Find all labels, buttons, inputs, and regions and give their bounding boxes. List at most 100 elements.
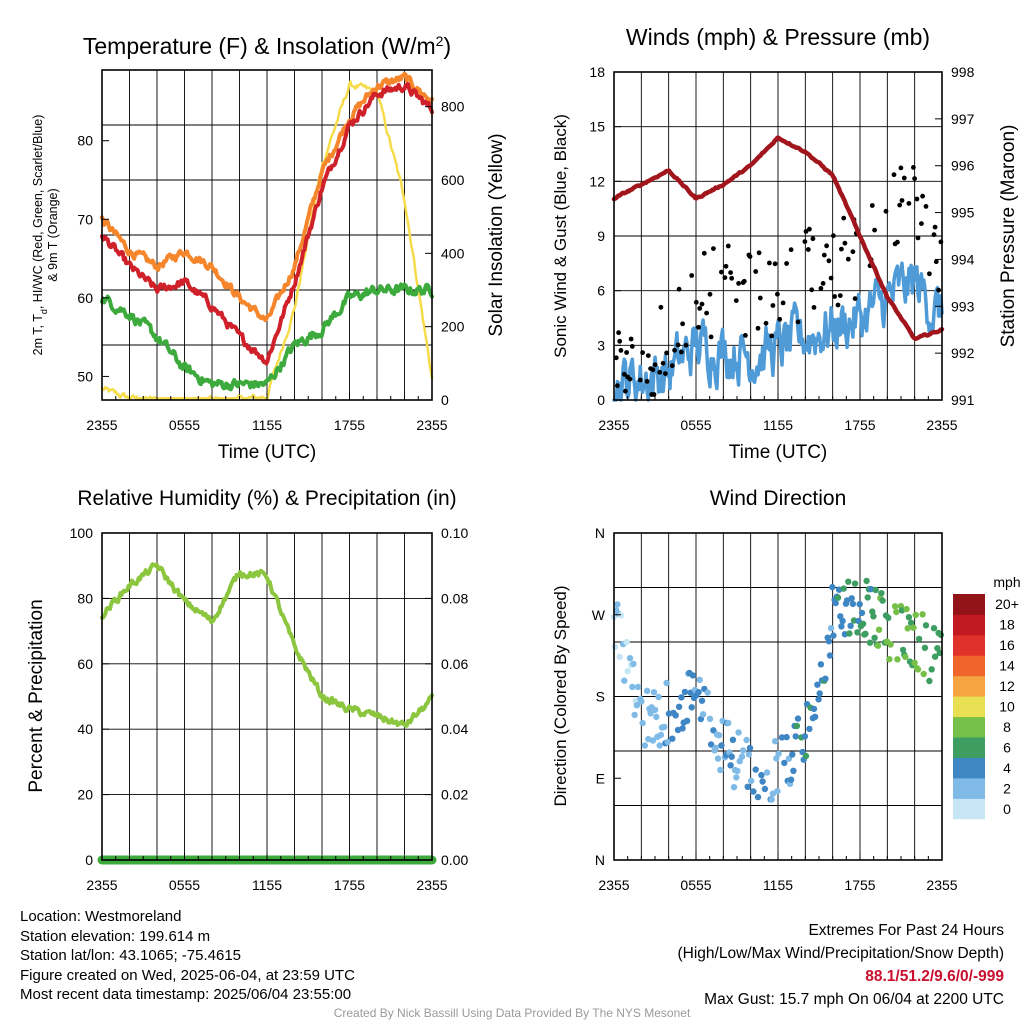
direction-point bbox=[745, 751, 753, 758]
direction-point bbox=[633, 702, 641, 709]
direction-point bbox=[663, 679, 670, 687]
direction-point bbox=[845, 578, 852, 585]
direction-point bbox=[810, 705, 818, 713]
direction-series bbox=[610, 577, 945, 803]
gust-point bbox=[645, 353, 651, 358]
gust-point bbox=[841, 215, 847, 221]
gust-point bbox=[828, 275, 834, 281]
x-tick-label: 2355 bbox=[416, 877, 447, 893]
gust-point bbox=[755, 325, 761, 331]
y-tick-label: 100 bbox=[70, 525, 94, 541]
direction-point bbox=[921, 644, 929, 651]
humidity-ticks: 2355 0555 1155 1755 2355 0 20 40 60 80 100 0.00 0.02… bbox=[70, 525, 469, 893]
temperature-title: Temperature (F) & Insolation (W/m2) bbox=[83, 33, 451, 59]
gust-point bbox=[672, 347, 677, 353]
direction-point bbox=[832, 599, 839, 607]
y-tick-label: S bbox=[596, 689, 605, 705]
gust-point bbox=[618, 348, 624, 353]
gust-point bbox=[725, 243, 731, 249]
y-tick-label: E bbox=[596, 770, 605, 786]
y-tick-label: 0.10 bbox=[441, 525, 468, 541]
direction-point bbox=[887, 641, 894, 648]
station-elevation: Station elevation: 199.614 m bbox=[20, 927, 211, 945]
direction-point bbox=[616, 653, 623, 660]
gust-point bbox=[704, 310, 709, 316]
direction-point bbox=[915, 635, 923, 643]
direction-title: Wind Direction bbox=[710, 487, 847, 510]
y-tick-label: 0.06 bbox=[441, 656, 468, 672]
y-tick-label: 60 bbox=[77, 290, 93, 306]
gust-point bbox=[845, 256, 851, 262]
recent-timestamp: Most recent data timestamp: 2025/06/04 2… bbox=[20, 986, 352, 1003]
gust-point bbox=[835, 302, 841, 308]
gust-point bbox=[837, 293, 843, 298]
direction-point bbox=[689, 672, 697, 679]
direction-point bbox=[838, 623, 845, 630]
winds-ticks: 2355 0555 1155 1755 2355 0 3 6 9 12 15 18 991 992 993 9… bbox=[589, 64, 974, 433]
x-tick-label: 1755 bbox=[844, 877, 875, 893]
direction-point bbox=[928, 666, 935, 673]
direction-point bbox=[816, 690, 823, 697]
direction-point bbox=[847, 622, 854, 629]
gust-point bbox=[936, 287, 941, 293]
extremes-values: 88.1/51.2/9.6/0/-999 bbox=[865, 968, 1004, 985]
humidity-panel: Relative Humidity (%) & Precipitation (i… bbox=[26, 487, 468, 893]
y-tick-label: 18 bbox=[589, 64, 605, 80]
max-gust: Max Gust: 15.7 mph On 06/04 at 2200 UTC bbox=[704, 991, 1004, 1008]
direction-point bbox=[698, 697, 706, 704]
direction-point bbox=[623, 638, 630, 646]
station-location: Location: Westmoreland bbox=[20, 908, 182, 925]
temperature-ylabel-left: 2m T, Td, HI/WC (Red, Green, Scarlet/Blu… bbox=[31, 115, 49, 356]
direction-point bbox=[783, 733, 790, 741]
gust-point bbox=[906, 201, 912, 206]
humidity-ylabel-left: Percent & Precipitation bbox=[26, 599, 47, 792]
gust-point bbox=[644, 379, 650, 384]
y-tick-label: 998 bbox=[951, 64, 975, 80]
y-tick-label: 15 bbox=[589, 119, 605, 135]
y-tick-label: 200 bbox=[441, 319, 465, 335]
direction-point bbox=[874, 642, 882, 649]
direction-point bbox=[730, 784, 738, 791]
gust-point bbox=[795, 319, 801, 325]
y-tick-label: 995 bbox=[951, 205, 975, 221]
gust-point bbox=[839, 246, 844, 252]
direction-point bbox=[811, 713, 819, 720]
direction-point bbox=[739, 747, 747, 754]
direction-point bbox=[664, 738, 671, 746]
gust-point bbox=[770, 303, 776, 308]
direction-point bbox=[825, 638, 833, 645]
gust-point bbox=[729, 275, 735, 281]
y-tick-label: 20 bbox=[77, 787, 93, 803]
gust-point bbox=[821, 252, 827, 258]
colorbar-label: 6 bbox=[1003, 739, 1011, 755]
direction-point bbox=[885, 614, 892, 622]
direction-point bbox=[851, 580, 859, 587]
gust-point bbox=[826, 258, 832, 264]
x-tick-label: 0555 bbox=[680, 417, 711, 433]
direction-panel: Wind Direction 2355 0555 1155 1755 2355 N E S W N… bbox=[551, 487, 1021, 893]
direction-ylabel-left: Direction (Colored By Speed) bbox=[551, 585, 570, 806]
sonic-wind-line bbox=[612, 261, 944, 402]
speed-colorbar: 0 2 4 6 8 10 12 14 16 18 20+ bbox=[953, 594, 1019, 820]
colorbar-label: 8 bbox=[1003, 719, 1011, 735]
direction-point bbox=[802, 752, 810, 760]
direction-point bbox=[734, 767, 741, 775]
gust-point bbox=[901, 175, 907, 181]
x-tick-label: 2355 bbox=[416, 417, 447, 433]
y-tick-label: 0.02 bbox=[441, 787, 468, 803]
temp-2m-line bbox=[100, 82, 434, 366]
gust-point bbox=[810, 236, 816, 242]
direction-point bbox=[926, 677, 933, 685]
y-tick-label: 6 bbox=[597, 283, 605, 299]
direction-point bbox=[657, 731, 665, 739]
colorbar-swatch bbox=[953, 798, 985, 820]
gust-point bbox=[689, 273, 695, 278]
gust-point bbox=[820, 281, 826, 286]
y-tick-label: 996 bbox=[951, 158, 975, 174]
gust-point bbox=[753, 269, 759, 274]
direction-point bbox=[752, 766, 759, 773]
gust-point bbox=[664, 350, 669, 356]
gust-point bbox=[769, 333, 775, 339]
direction-point bbox=[870, 613, 877, 620]
direction-point bbox=[631, 711, 638, 719]
